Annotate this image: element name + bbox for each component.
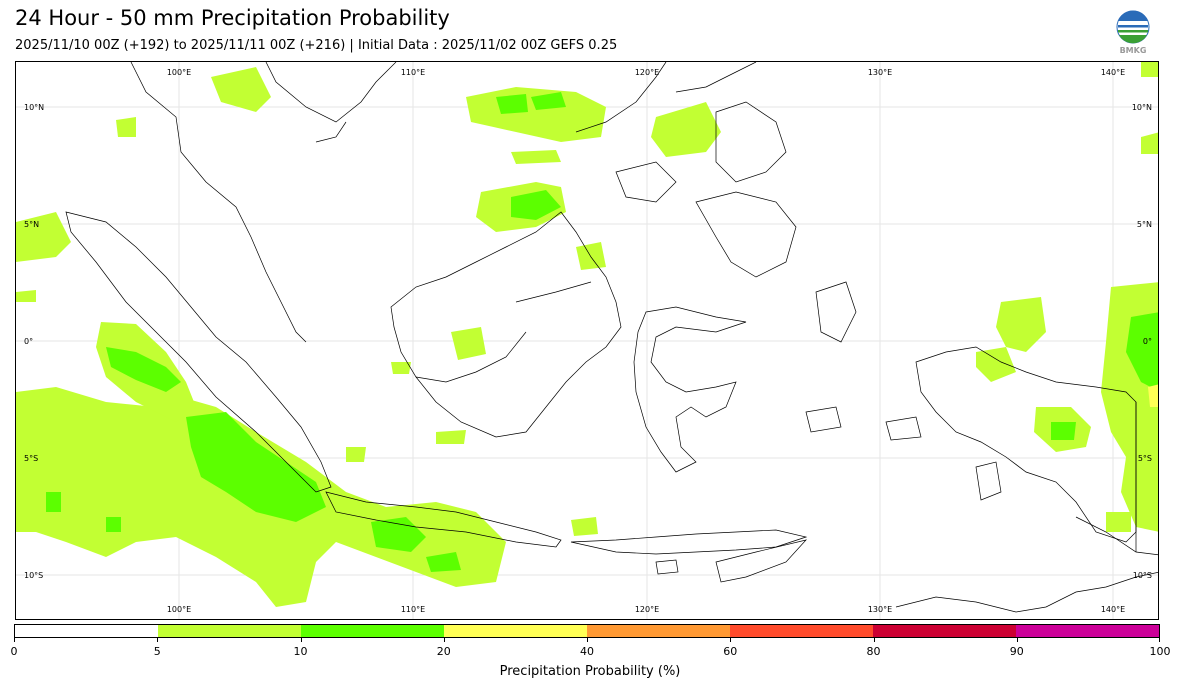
colorbar-segment-0 <box>15 625 158 637</box>
lat-labels-right: 10°N 5°N 0° 5°S 10°S <box>1132 103 1152 580</box>
colorbar-segment-6 <box>873 625 1016 637</box>
colorbar-tick-label: 80 <box>866 645 881 658</box>
colorbar-tick-mark <box>730 638 732 642</box>
colorbar-tick-mark <box>1159 638 1160 642</box>
colorbar-tick-label: 10 <box>293 645 308 658</box>
map-panel: 100°E 110°E 120°E 130°E 140°E 100°E 110°… <box>15 61 1159 620</box>
colorbar-segment-4 <box>587 625 730 637</box>
svg-text:10°N: 10°N <box>1132 103 1152 112</box>
svg-text:BMKG: BMKG <box>1120 46 1147 55</box>
prob-20-40-areas <box>1148 384 1158 407</box>
colorbar-tick-label: 60 <box>723 645 738 658</box>
colorbar-tick-label: 40 <box>580 645 594 658</box>
prob-10-20-areas <box>46 92 1158 572</box>
svg-text:140°E: 140°E <box>1101 605 1125 614</box>
colorbar-ticks: 0 5 10 20 40 60 80 90 100 <box>10 638 1171 658</box>
svg-text:5°S: 5°S <box>1138 454 1152 463</box>
chart-subtitle: 2025/11/10 00Z (+192) to 2025/11/11 00Z … <box>15 38 618 53</box>
colorbar-tick-mark <box>443 638 445 642</box>
colorbar-tick-label: 5 <box>153 645 161 658</box>
coastlines <box>65 62 1158 613</box>
colorbar-tick-label: 0 <box>10 645 18 658</box>
colorbar-title: Precipitation Probability (%) <box>499 664 681 679</box>
colorbar-tick-mark <box>1016 638 1018 642</box>
svg-text:0°: 0° <box>24 337 33 346</box>
svg-text:130°E: 130°E <box>868 68 892 77</box>
svg-text:120°E: 120°E <box>635 68 659 77</box>
colorbar-tick-label: 20 <box>436 645 451 658</box>
svg-text:100°E: 100°E <box>167 605 191 614</box>
svg-text:5°S: 5°S <box>24 454 38 463</box>
colorbar-tick-mark <box>873 638 875 642</box>
svg-text:10°S: 10°S <box>1133 571 1152 580</box>
map-svg: 100°E 110°E 120°E 130°E 140°E 100°E 110°… <box>16 62 1158 619</box>
colorbar-segment-2 <box>301 625 444 637</box>
colorbar-segment-1 <box>158 625 301 637</box>
svg-text:110°E: 110°E <box>401 605 425 614</box>
prob-5-10-areas <box>16 62 1158 607</box>
colorbar-tick-mark <box>300 638 302 642</box>
svg-text:100°E: 100°E <box>167 68 191 77</box>
colorbar-tick-label: 100 <box>1149 645 1171 658</box>
lon-labels-bottom: 100°E 110°E 120°E 130°E 140°E <box>167 605 1125 614</box>
svg-text:120°E: 120°E <box>635 605 659 614</box>
colorbar-tick-mark <box>157 638 159 642</box>
colorbar-segment-7 <box>1016 625 1159 637</box>
colorbar-segment-3 <box>444 625 587 637</box>
lat-labels-left: 10°N 5°N 0° 5°S 10°S <box>24 103 44 580</box>
colorbar <box>14 624 1160 638</box>
svg-text:10°N: 10°N <box>24 103 44 112</box>
colorbar-tick-label: 90 <box>1009 645 1024 658</box>
colorbar-segment-5 <box>730 625 873 637</box>
colorbar-tick-mark <box>14 638 15 642</box>
bmkg-logo-icon: BMKG <box>1116 10 1150 55</box>
svg-text:5°N: 5°N <box>24 220 39 229</box>
svg-text:140°E: 140°E <box>1101 68 1125 77</box>
chart-title: 24 Hour - 50 mm Precipitation Probabilit… <box>15 6 450 30</box>
svg-text:10°S: 10°S <box>24 571 43 580</box>
colorbar-tick-mark <box>587 638 588 642</box>
svg-text:130°E: 130°E <box>868 605 892 614</box>
svg-text:110°E: 110°E <box>401 68 425 77</box>
svg-text:5°N: 5°N <box>1137 220 1152 229</box>
lon-labels-top: 100°E 110°E 120°E 130°E 140°E <box>167 68 1125 77</box>
svg-text:0°: 0° <box>1143 337 1152 346</box>
